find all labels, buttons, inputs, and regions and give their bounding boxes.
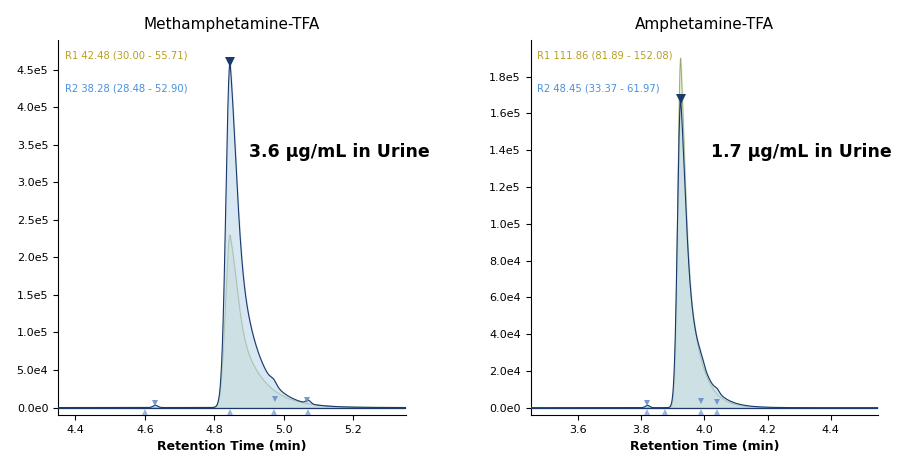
Title: Amphetamine-TFA: Amphetamine-TFA [634,16,773,31]
Text: 3.6 μg/mL in Urine: 3.6 μg/mL in Urine [249,143,429,161]
Title: Methamphetamine-TFA: Methamphetamine-TFA [143,16,320,31]
X-axis label: Retention Time (min): Retention Time (min) [157,440,306,454]
Text: 1.7 μg/mL in Urine: 1.7 μg/mL in Urine [710,143,891,161]
Text: R1 111.86 (81.89 - 152.08): R1 111.86 (81.89 - 152.08) [537,51,672,61]
Text: R1 42.48 (30.00 - 55.71): R1 42.48 (30.00 - 55.71) [65,51,187,61]
Text: R2 38.28 (28.48 - 52.90): R2 38.28 (28.48 - 52.90) [65,84,187,94]
Text: R2 48.45 (33.37 - 61.97): R2 48.45 (33.37 - 61.97) [537,84,659,94]
X-axis label: Retention Time (min): Retention Time (min) [629,440,778,454]
